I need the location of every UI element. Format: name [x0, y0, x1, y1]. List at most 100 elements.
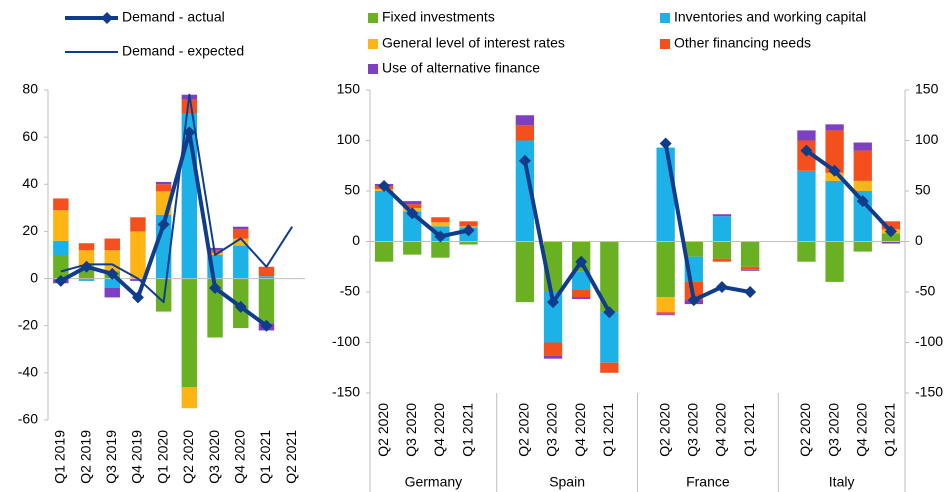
group-label: Germany: [405, 474, 463, 490]
x-tick-label: Q1 2021: [459, 403, 475, 457]
bar: [740, 266, 760, 270]
line: [663, 143, 751, 303]
y2-tick-label: -50: [915, 283, 935, 299]
bar: [572, 271, 591, 290]
legend-swatch: [660, 39, 670, 49]
bar: [656, 312, 675, 315]
line: [382, 184, 469, 239]
legend-label: General level of interest rates: [382, 35, 565, 51]
y2-tick-label: 150: [915, 81, 939, 97]
bar-series: [53, 191, 249, 409]
bar: [712, 258, 732, 262]
x-tick-label: Q4 2020: [713, 403, 729, 457]
legend-swatch: [368, 39, 378, 49]
line-marker: [209, 282, 222, 294]
legend-label: Other financing needs: [674, 35, 811, 51]
bar: [233, 226, 249, 230]
bar: [104, 238, 120, 251]
x-tick-label: Q2 2019: [77, 430, 93, 484]
bar: [403, 241, 422, 255]
bar: [459, 241, 478, 245]
y-tick-label: 60: [22, 128, 38, 144]
line-marker: [828, 164, 841, 177]
line-marker: [547, 296, 560, 309]
bar: [431, 222, 450, 227]
line-marker: [687, 294, 700, 307]
y-tick-label: 150: [337, 81, 361, 97]
bar: [712, 216, 732, 242]
bar: [515, 241, 535, 303]
legend-label: Inventories and working capital: [674, 9, 866, 25]
x-tick-label: Q1 2020: [154, 430, 170, 484]
y-tick-label: 20: [22, 222, 38, 238]
x-tick-label: Q3 2020: [825, 403, 841, 457]
line: [522, 160, 612, 314]
bar: [181, 99, 198, 114]
bar: [656, 147, 675, 242]
bar: [825, 124, 844, 131]
y-tick-label: 50: [344, 182, 360, 198]
line-series: [54, 126, 273, 332]
bar: [403, 201, 422, 205]
bar: [53, 198, 69, 211]
line-marker: [744, 286, 757, 298]
bar-series: [374, 115, 901, 359]
bar: [543, 355, 563, 359]
legend-swatch: [368, 13, 378, 23]
bar-series: [374, 233, 901, 313]
line: [805, 148, 893, 233]
y2-tick-label: 50: [915, 182, 931, 198]
bar: [515, 125, 535, 141]
y2-tick-label: -150: [915, 384, 943, 400]
group-label: Spain: [549, 474, 585, 490]
x-tick-label: Q1 2021: [882, 403, 898, 457]
x-tick-label: Q3 2020: [544, 403, 560, 457]
bar: [258, 276, 275, 279]
line-marker: [260, 319, 273, 332]
bar: [155, 181, 172, 185]
y2-tick-label: 0: [915, 232, 923, 248]
bar: [53, 210, 69, 241]
bar: [853, 180, 872, 191]
bar: [712, 241, 732, 259]
line-marker: [856, 195, 869, 208]
bar: [543, 342, 563, 356]
bar: [797, 130, 816, 141]
bar: [656, 297, 675, 313]
bar: [78, 269, 95, 279]
y-tick-label: -50: [340, 283, 360, 299]
bar: [130, 217, 146, 232]
line-marker: [715, 280, 728, 293]
line-marker: [54, 274, 67, 287]
x-tick-label: Q3 2020: [206, 430, 222, 484]
x-tick-label: Q1 2021: [600, 403, 616, 457]
bar: [853, 142, 872, 151]
line-series: [60, 93, 293, 304]
bar: [740, 269, 760, 271]
bar: [656, 314, 675, 316]
bar: [881, 241, 901, 244]
bar-series: [374, 140, 872, 363]
bar: [374, 191, 394, 242]
x-tick-label: Q3 2020: [403, 403, 419, 457]
y-tick-label: 80: [22, 81, 38, 97]
y-tick-label: 40: [22, 175, 38, 191]
bar: [600, 312, 619, 363]
bar: [740, 241, 760, 267]
x-tick-label: Q1 2019: [52, 430, 68, 484]
legend-marker: [101, 12, 113, 24]
bar: [431, 217, 450, 223]
x-tick-label: Q4 2019: [129, 430, 145, 484]
bar: [572, 289, 591, 298]
bar: [797, 241, 816, 262]
bar: [53, 255, 69, 279]
x-tick-label: Q1 2021: [257, 430, 273, 484]
bar: [684, 241, 703, 257]
x-tick-label: Q4 2020: [431, 403, 447, 457]
bar: [233, 229, 249, 239]
bar: [515, 115, 535, 126]
line-marker: [157, 218, 170, 231]
legend-label: Demand - expected: [122, 43, 244, 59]
bar: [78, 243, 95, 251]
